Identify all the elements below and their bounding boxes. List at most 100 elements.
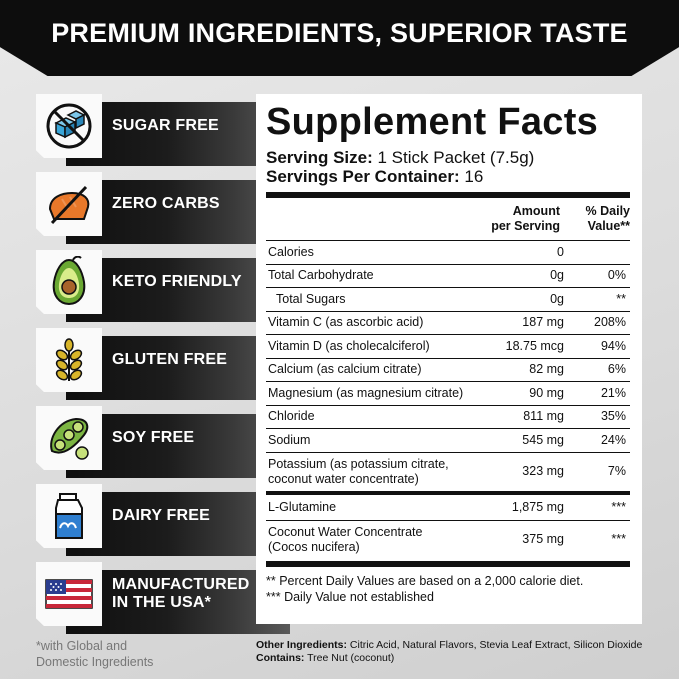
nutrient-name: Vitamin C (as ascorbic acid): [268, 315, 424, 330]
nutrient-amount: 0g: [550, 268, 564, 283]
usa-flag-icon: [45, 579, 93, 609]
nutrient-dv: ***: [611, 499, 626, 514]
badge-icon-box: [36, 250, 102, 314]
nutrient-dv: ***: [611, 532, 626, 546]
table-row: Chloride 811 mg 35%: [266, 406, 630, 429]
table-row: Potassium (as potassium citrate, coconut…: [266, 453, 630, 491]
badge-label: KETO FRIENDLY: [112, 273, 242, 290]
nutrient-amount: 375 mg: [522, 532, 564, 546]
other-ingredients-line: Other Ingredients: Citric Acid, Natural …: [256, 639, 676, 652]
nutrient-name: Chloride: [268, 409, 315, 424]
wheat-icon: [55, 338, 83, 381]
avocado-icon: [52, 256, 86, 306]
serving-size-value: 1 Stick Packet (7.5g): [377, 148, 535, 167]
nutrient-name: Potassium (as potassium citrate, coconut…: [266, 457, 470, 487]
nutrient-amount: 811 mg: [523, 409, 564, 424]
facts-footnote-2: *** Daily Value not established: [266, 589, 434, 604]
nutrient-dv: 7%: [607, 464, 626, 478]
header-banner: [0, 0, 679, 76]
other-ingredients: Other Ingredients: Citric Acid, Natural …: [256, 639, 676, 665]
nutrient-amount: 323 mg: [522, 464, 564, 478]
column-header: Amount per Serving % Daily Value**: [266, 198, 630, 241]
table-row: Vitamin D (as cholecalciferol) 18.75 mcg…: [266, 335, 630, 359]
badge-bar: [66, 414, 290, 478]
nutrient-amount: 0g: [550, 291, 564, 306]
nutrient-dv: 35%: [600, 409, 626, 424]
table-row: Magnesium (as magnesium citrate) 90 mg 2…: [266, 382, 630, 406]
nutrient-amount: 82 mg: [529, 362, 564, 377]
milk-carton-icon: [55, 493, 83, 539]
serving-size: Serving Size: 1 Stick Packet (7.5g): [266, 148, 630, 167]
nutrient-name: Coconut Water Concentrate (Cocos nucifer…: [266, 525, 470, 555]
badge-soy-free: SOY FREE: [36, 406, 290, 478]
badge-label: GLUTEN FREE: [112, 351, 228, 368]
table-row: Calories 0: [266, 241, 630, 265]
footnote-line1: *with Global and: [36, 639, 128, 653]
badge-label: MANUFACTURED IN THE USA*: [112, 562, 250, 626]
badge-label: DAIRY FREE: [112, 507, 211, 524]
supplement-facts-panel: [256, 94, 642, 624]
nutrient-amount: 1,875 mg: [511, 499, 564, 514]
nutrient-name: Sodium: [268, 432, 311, 447]
rule-thick: [266, 192, 630, 198]
nutrient-name: Total Sugars: [276, 291, 346, 306]
nutrient-amount: 187 mg: [522, 315, 564, 330]
badge-icon-box: [36, 94, 102, 158]
nutrient-amount: 90 mg: [529, 385, 564, 400]
soybean-pod-icon: [50, 417, 89, 460]
nutrient-amount: 545 mg: [522, 432, 564, 447]
nutrient-name: Calcium (as calcium citrate): [268, 362, 422, 377]
table-row: Total Carbohydrate 0g 0%: [266, 265, 630, 288]
supplement-facts: Supplement Facts Serving Size: 1 Stick P…: [266, 100, 630, 605]
footnote-line2: Domestic Ingredients: [36, 655, 154, 669]
badge-gluten-free: GLUTEN FREE: [36, 328, 290, 400]
badge-dairy-free: DAIRY FREE: [36, 484, 290, 556]
facts-title: Supplement Facts: [266, 101, 599, 143]
nutrient-amount: 18.75 mcg: [505, 338, 564, 353]
table-row: Sodium 545 mg 24%: [266, 429, 630, 453]
nutrient-amount: 0: [557, 244, 564, 259]
nutrient-dv: 94%: [600, 338, 626, 353]
serving-size-label: Serving Size:: [266, 148, 373, 167]
contains-value: Tree Nut (coconut): [304, 652, 395, 664]
nutrient-dv: 24%: [600, 432, 626, 447]
nutrient-dv: 0%: [607, 268, 626, 283]
badge-manufactured-usa: MANUFACTURED IN THE USA*: [36, 562, 290, 634]
badge-bar: [66, 570, 290, 634]
badge-zero-carbs: ZERO CARBS: [36, 172, 290, 244]
table-row: Vitamin C (as ascorbic acid) 187 mg 208%: [266, 312, 630, 335]
nutrient-name-line2: (Cocos nucifera): [268, 539, 360, 554]
nutrient-name: Magnesium (as magnesium citrate): [268, 385, 464, 400]
servings-per-container: Servings Per Container: 16: [266, 167, 630, 186]
nutrient-dv: 208%: [594, 315, 626, 330]
badge-icon-box: [36, 406, 102, 470]
servings-label: Servings Per Container:: [266, 167, 460, 186]
badge-label-line1: MANUFACTURED: [112, 576, 250, 593]
contains-line: Contains: Tree Nut (coconut): [256, 652, 676, 665]
nutrient-name: Total Carbohydrate: [268, 268, 374, 283]
badge-label: SUGAR FREE: [112, 117, 219, 134]
badge-label: ZERO CARBS: [112, 195, 220, 212]
badge-bar: [66, 102, 290, 166]
nutrient-name: Calories: [268, 244, 314, 259]
servings-value: 16: [464, 167, 484, 186]
contains-label: Contains:: [256, 652, 305, 664]
rule-mid: [266, 490, 630, 495]
col-dv-line1: % Daily: [585, 204, 630, 218]
badge-label-line2: IN THE USA*: [112, 594, 212, 611]
table-row: Calcium (as calcium citrate) 82 mg 6%: [266, 359, 630, 382]
footnote-left: *with Global and Domestic Ingredients: [36, 638, 236, 670]
table-row: Total Sugars 0g **: [266, 288, 630, 312]
nutrient-name-line1: Potassium (as potassium citrate,: [268, 456, 449, 471]
badge-icon-box: [36, 328, 102, 392]
badge-bar: [66, 336, 290, 400]
nutrient-name-line2: coconut water concentrate): [268, 471, 419, 486]
col-dv-header: % Daily Value**: [566, 204, 630, 234]
badge-icon-box: [36, 172, 102, 236]
table-row: L-Glutamine 1,875 mg ***: [266, 495, 630, 521]
nutrient-dv: 6%: [607, 362, 626, 377]
rule-thick-bottom: [266, 560, 630, 567]
facts-footnote-1: ** Percent Daily Values are based on a 2…: [266, 573, 584, 588]
bread-crossed-icon: [48, 185, 90, 225]
header-title: PREMIUM INGREDIENTS, SUPERIOR TASTE: [51, 18, 628, 48]
